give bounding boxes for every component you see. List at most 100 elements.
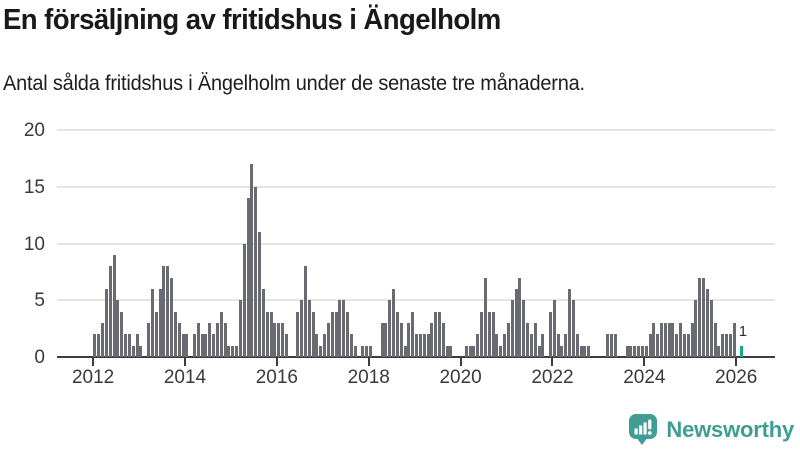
bar [415,334,419,357]
bar [250,164,254,357]
bar [158,288,162,357]
bar [483,277,487,357]
bar [139,345,143,357]
bar [388,300,392,357]
bar [422,334,426,357]
bar [104,288,108,357]
bar [200,334,204,357]
bar [675,334,679,357]
bar [127,334,131,357]
bar [162,266,166,357]
bar [334,311,338,357]
gridline [57,242,775,245]
page-title: En försäljning av fritidshus i Ängelholm [3,4,501,36]
bar [258,232,262,357]
y-axis-label: 0 [34,347,45,368]
bar [464,345,468,357]
bar [284,334,288,357]
bar [725,334,729,357]
bar [177,322,181,357]
gridline [57,299,775,302]
bar [728,334,732,357]
bar [407,322,411,357]
bar [571,300,575,357]
bar [472,345,476,357]
bar [640,345,644,357]
bar [181,334,185,357]
highlighted-bar [740,345,744,357]
bar [147,322,151,357]
bar [120,311,124,357]
bar [721,334,725,357]
x-axis-tick [551,358,554,366]
bar [667,322,671,357]
bar [698,277,702,357]
bar [265,311,269,357]
bar [702,277,706,357]
bar [518,277,522,357]
bar [480,311,484,357]
bar [533,322,537,357]
bar [679,322,683,357]
bar [625,345,629,357]
bar [277,322,281,357]
bar [418,334,422,357]
bar [399,322,403,357]
bar [671,322,675,357]
bar [526,322,530,357]
bar [660,322,663,357]
bar [196,322,200,357]
x-axis-label: 2012 [71,367,115,388]
bar [705,288,709,357]
newsworthy-bubble-chart-icon [628,413,658,446]
bar [215,322,219,357]
bar [150,288,154,357]
bar [648,334,652,357]
bar [116,300,120,357]
bar [93,334,97,357]
bar [97,334,101,357]
bar [380,322,384,357]
bar [495,334,499,357]
bar [564,334,568,357]
bar [606,334,610,357]
x-axis-tick [459,358,462,366]
bar [652,322,656,357]
bar [644,345,648,357]
x-axis-tick [643,358,646,366]
newsworthy-logo[interactable]: Newsworthy [628,413,794,446]
gridline [57,129,775,131]
bar [338,300,342,357]
bar [560,345,564,357]
bar [300,300,304,357]
bar [246,198,250,357]
x-axis-line [57,356,775,358]
bar [552,300,556,357]
bar [468,345,472,357]
bar [694,300,698,357]
y-axis-label: 15 [23,176,45,198]
x-axis-label: 2014 [163,367,207,388]
bar [166,266,170,357]
y-axis-label: 10 [23,233,45,255]
bar [170,277,174,357]
bar [610,334,614,357]
x-axis-label: 2020 [439,367,482,388]
bar [690,322,694,357]
x-axis-label: 2018 [347,367,390,388]
bar [185,334,189,357]
bar [124,334,128,357]
bar [656,334,660,357]
bar [223,322,227,357]
bar [434,311,438,357]
bar [319,345,323,357]
bar [330,311,334,357]
bar [529,334,533,357]
newsworthy-wordmark: Newsworthy [666,416,794,442]
bar [541,334,545,357]
bar [342,300,346,357]
bar [173,311,177,357]
bar [307,300,311,357]
bar [131,345,135,357]
